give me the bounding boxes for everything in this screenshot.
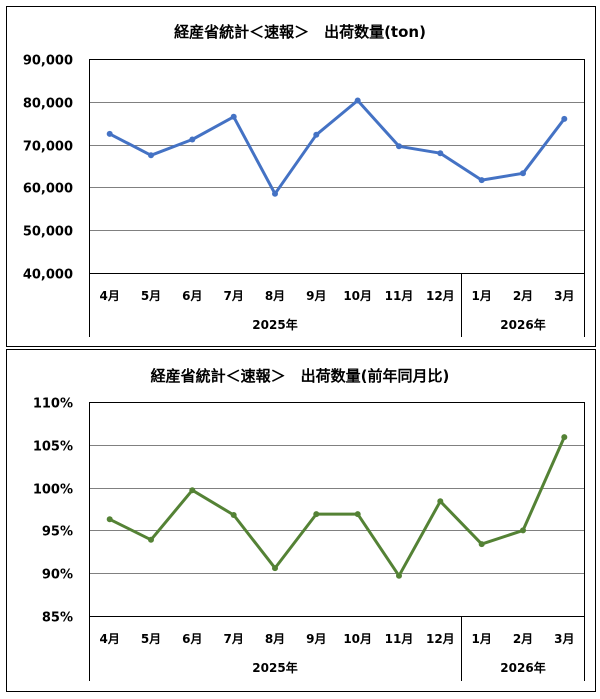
chart-title-top: 経産省統計＜速報＞ 出荷数量(ton): [174, 23, 426, 41]
top-data-point: [354, 97, 361, 104]
top-data-point: [437, 150, 444, 157]
top-plot-frame: [89, 59, 585, 274]
bottom-data-point: [272, 565, 278, 572]
top-y-tick-label: 60,000: [23, 182, 73, 197]
top-x-tick-label: 11月: [385, 289, 414, 303]
top-x-tick-label: 4月: [99, 289, 119, 303]
bottom-group-label: 2026年: [500, 660, 545, 675]
top-group-label: 2026年: [500, 317, 545, 332]
top-x-tick-label: 7月: [223, 289, 243, 303]
chart-frame-bottom: [6, 349, 596, 692]
bottom-y-tick-label: 110%: [33, 397, 73, 412]
bottom-y-tick-label: 100%: [33, 483, 73, 498]
top-data-point: [520, 170, 526, 177]
top-x-tick-label: 1月: [471, 289, 491, 303]
bottom-x-tick-label: 10月: [343, 632, 372, 646]
bottom-x-tick-label: 5月: [141, 632, 161, 646]
top-y-tick-label: 50,000: [23, 225, 73, 240]
top-y-tick-label: 70,000: [23, 140, 73, 155]
bottom-x-tick-label: 9月: [306, 632, 326, 646]
bottom-y-tick-label: 105%: [33, 440, 73, 455]
bottom-data-point: [189, 487, 196, 494]
bottom-x-tick-label: 2月: [513, 632, 533, 646]
bottom-data-point: [520, 527, 526, 534]
top-series-line: [109, 99, 566, 196]
bottom-data-point: [313, 511, 320, 518]
top-data-point: [478, 177, 485, 184]
top-y-tick-label: 80,000: [23, 97, 73, 112]
top-x-tick-label: 12月: [426, 289, 455, 303]
bottom-x-tick-label: 12月: [426, 632, 455, 646]
bottom-x-tick-label: 3月: [554, 632, 574, 646]
bottom-y-tick-label: 85%: [42, 611, 73, 626]
bottom-data-point: [148, 536, 154, 543]
top-x-tick-label: 5月: [141, 289, 161, 303]
chart-bottom: 85% 90% 95% 100% 105% 110% 4月 5月 6月 7月 8月 9月 10月 11月 1…: [33, 397, 585, 681]
bottom-data-point: [478, 541, 485, 548]
top-x-tick-label: 9月: [306, 289, 326, 303]
top-data-point: [148, 152, 154, 159]
bottom-x-tick-label: 6月: [182, 632, 202, 646]
top-x-tick-label: 10月: [343, 289, 372, 303]
top-data-point: [106, 130, 113, 137]
top-x-tick-label: 8月: [265, 289, 285, 303]
bottom-data-point: [230, 512, 237, 518]
bottom-y-tick-label: 90%: [42, 568, 73, 583]
bottom-data-point: [106, 516, 113, 523]
top-x-tick-label: 3月: [554, 289, 574, 303]
top-data-point: [272, 190, 278, 197]
top-group-label: 2025年: [252, 317, 297, 332]
top-x-tick-label: 2月: [513, 289, 533, 303]
bottom-data-point: [437, 498, 444, 505]
bottom-x-tick-label: 7月: [223, 632, 243, 646]
bottom-plot-frame: [89, 402, 585, 617]
bottom-data-point: [561, 434, 568, 441]
bottom-x-tick-label: 4月: [99, 632, 119, 646]
top-data-point: [396, 143, 402, 150]
top-data-point: [561, 115, 568, 122]
top-data-point: [230, 113, 237, 120]
bottom-x-tick-label: 1月: [471, 632, 491, 646]
bottom-series-line: [109, 436, 566, 578]
top-data-point: [189, 136, 196, 143]
top-y-tick-label: 90,000: [23, 54, 73, 69]
chart-top: 40,000 50,000 60,000 70,000 80,000 90,000 4月 5月…: [23, 54, 585, 337]
top-data-point: [313, 131, 320, 138]
top-x-tick-label: 6月: [182, 289, 202, 303]
bottom-x-tick-label: 8月: [265, 632, 285, 646]
bottom-y-tick-label: 95%: [42, 525, 73, 540]
top-y-tick-label: 40,000: [23, 268, 73, 283]
bottom-data-point: [354, 511, 361, 518]
bottom-x-tick-label: 11月: [385, 632, 414, 646]
chart-title-bottom: 経産省統計＜速報＞ 出荷数量(前年同月比): [151, 367, 450, 385]
bottom-data-point: [396, 572, 402, 579]
bottom-group-label: 2025年: [252, 660, 297, 675]
